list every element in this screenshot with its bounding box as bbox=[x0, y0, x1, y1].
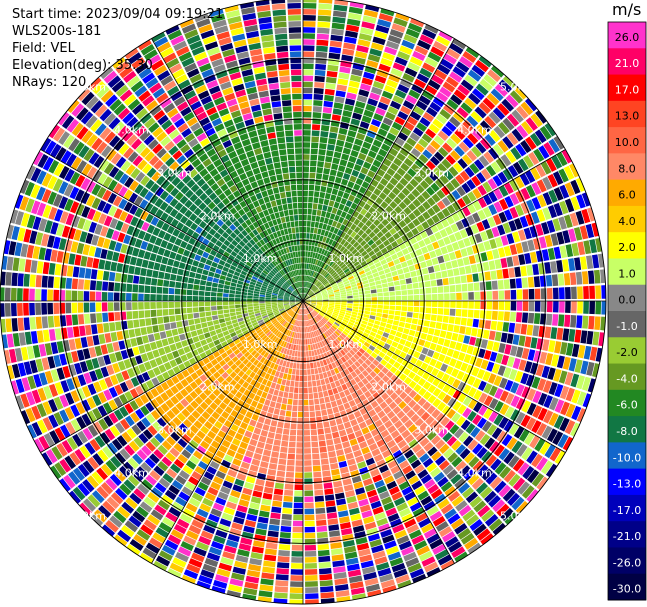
site-name-text: WLS200s-181 bbox=[12, 24, 102, 39]
colorbar-segment bbox=[608, 100, 646, 128]
colorbar-segment bbox=[608, 258, 646, 286]
range-ring-label: 3.0km bbox=[414, 166, 449, 179]
colorbar-tick-label: -21.0 bbox=[613, 530, 641, 543]
colorbar-segment bbox=[608, 205, 646, 233]
range-ring-label: 2.0km bbox=[371, 381, 406, 394]
azimuth-spoke bbox=[302, 300, 455, 564]
azimuth-spoke bbox=[151, 38, 304, 302]
range-ring-label: 1.0km bbox=[329, 252, 364, 265]
colorbar-segment bbox=[608, 22, 646, 49]
range-ring-label: 4.0km bbox=[114, 466, 149, 479]
azimuth-spoke bbox=[151, 300, 304, 564]
colorbar-segment bbox=[608, 179, 646, 207]
colorbar-segment bbox=[608, 284, 646, 312]
colorbar-segment bbox=[608, 74, 646, 102]
field-text: Field: VEL bbox=[12, 41, 75, 56]
colorbar-segment bbox=[608, 389, 646, 417]
colorbar-segment bbox=[608, 363, 646, 391]
colorbar-segment bbox=[608, 127, 646, 154]
range-ring-label: 1.0km bbox=[243, 338, 278, 351]
range-ring-label: 4.0km bbox=[114, 124, 149, 137]
colorbar-tick-label: 8.0 bbox=[618, 162, 636, 175]
range-ring-label: 5.0km bbox=[500, 81, 535, 94]
range-ring-label: 5.0km bbox=[71, 509, 106, 522]
info-panel: Start time: 2023/09/04 09:19:21 WLS200s-… bbox=[12, 6, 223, 91]
colorbar-tick-label: -1.0 bbox=[616, 320, 637, 333]
colorbar-segment bbox=[608, 337, 646, 365]
colorbar-tick-label: 6.0 bbox=[618, 189, 636, 202]
range-ring-label: 2.0km bbox=[371, 209, 406, 222]
range-ring-label: 1.0km bbox=[243, 252, 278, 265]
colorbar-tick-label: 0.0 bbox=[618, 294, 636, 307]
colorbar-tick-label: -26.0 bbox=[613, 556, 641, 569]
colorbar-tick-label: -30.0 bbox=[613, 583, 641, 596]
range-ring-label: 4.0km bbox=[457, 466, 492, 479]
colorbar-segment bbox=[608, 416, 646, 443]
colorbar-segment bbox=[608, 232, 646, 259]
range-ring-label: 2.0km bbox=[200, 209, 235, 222]
range-ring-label: 2.0km bbox=[200, 381, 235, 394]
colorbar-tick-label: 1.0 bbox=[618, 267, 636, 280]
colorbar-segment bbox=[608, 494, 646, 522]
azimuth-spoke bbox=[302, 149, 566, 302]
range-ring-label: 1.0km bbox=[329, 338, 364, 351]
colorbar-tick-label: 4.0 bbox=[618, 215, 636, 228]
range-rings: 1.0km 1.0km 1.0km 1.0km 2.0km 2.0km 2.0km 2.0km… bbox=[0, 0, 607, 605]
colorbar-segment bbox=[608, 153, 646, 181]
colorbar-tick-label: 17.0 bbox=[615, 83, 640, 96]
colorbar-segment bbox=[608, 48, 646, 76]
elevation-text: Elevation(deg): 35.30 bbox=[12, 58, 153, 73]
colorbar-tick-label: 21.0 bbox=[615, 57, 640, 70]
colorbar-segment bbox=[608, 573, 646, 601]
start-time-text: Start time: 2023/09/04 09:19:21 bbox=[12, 7, 224, 22]
azimuth-spoke bbox=[40, 300, 304, 453]
range-ring-label: 3.0km bbox=[414, 424, 449, 437]
colorbar-tick-label: -13.0 bbox=[613, 478, 641, 491]
azimuth-spoke bbox=[40, 149, 304, 302]
colorbar: 26.0 21.0 17.0 13.0 10.0 8.0 6.0 4.0 2.0 1.0 0.0 -1… bbox=[607, 21, 647, 601]
azimuth-spoke bbox=[302, 38, 455, 302]
colorbar-segment bbox=[608, 468, 646, 496]
colorbar-tick-label: -4.0 bbox=[616, 372, 637, 385]
nrays-text: NRays: 120 bbox=[12, 75, 87, 90]
colorbar-tick-label: -2.0 bbox=[616, 346, 637, 359]
range-ring-label: 4.0km bbox=[457, 124, 492, 137]
colorbar-segment bbox=[608, 311, 646, 338]
colorbar-unit-label: m/s bbox=[612, 0, 642, 19]
colorbar-segment bbox=[608, 547, 646, 575]
colorbar-tick-label: -8.0 bbox=[616, 425, 637, 438]
range-ring-label: 5.0km bbox=[500, 509, 535, 522]
range-ring-label: 3.0km bbox=[157, 166, 192, 179]
range-ring-label: 5.0km bbox=[71, 81, 106, 94]
colorbar-tick-label: -17.0 bbox=[613, 504, 641, 517]
colorbar-tick-label: 10.0 bbox=[615, 136, 640, 149]
range-ring-label: 3.0km bbox=[157, 424, 192, 437]
colorbar-segment bbox=[608, 521, 646, 548]
colorbar-tick-label: -10.0 bbox=[613, 451, 641, 464]
colorbar-tick-label: 2.0 bbox=[618, 241, 636, 254]
colorbar-tick-label: 26.0 bbox=[615, 31, 640, 44]
azimuth-spoke bbox=[302, 300, 566, 453]
colorbar-tick-label: -6.0 bbox=[616, 399, 637, 412]
colorbar-segment bbox=[608, 442, 646, 470]
colorbar-tick-label: 13.0 bbox=[615, 110, 640, 123]
colorbar-border bbox=[607, 21, 647, 601]
